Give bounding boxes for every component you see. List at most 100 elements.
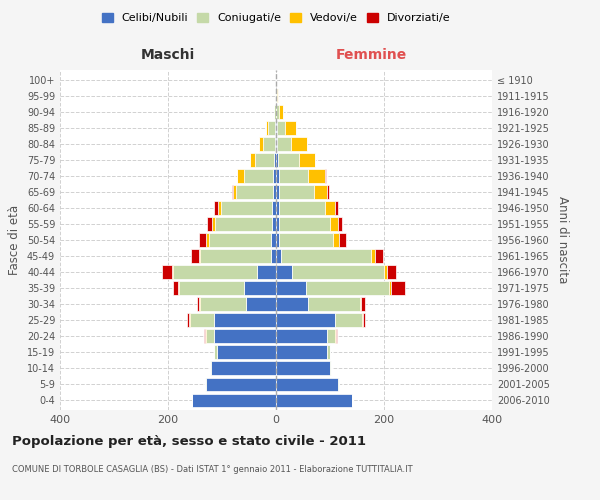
Bar: [232, 185, 233, 198]
Legend: Celibi/Nubili, Coniugati/e, Vedovi/e, Divorziati/e: Celibi/Nubili, Coniugati/e, Vedovi/e, Di…: [97, 8, 455, 28]
Bar: [328, 330, 335, 343]
Bar: [275, 137, 276, 150]
Bar: [250, 153, 256, 166]
Bar: [276, 314, 335, 327]
Bar: [190, 314, 214, 327]
Bar: [161, 266, 172, 279]
Bar: [338, 217, 343, 231]
Bar: [278, 153, 299, 166]
Bar: [278, 185, 314, 198]
Bar: [308, 298, 360, 311]
Bar: [205, 378, 206, 391]
Bar: [274, 105, 276, 118]
Bar: [363, 314, 365, 327]
Bar: [187, 314, 189, 327]
Bar: [314, 185, 328, 198]
Bar: [328, 185, 329, 198]
Bar: [328, 346, 330, 359]
Bar: [214, 201, 218, 214]
Bar: [173, 266, 257, 279]
Bar: [276, 346, 328, 359]
Bar: [276, 153, 278, 166]
Bar: [361, 298, 365, 311]
Bar: [391, 282, 404, 295]
Bar: [276, 185, 278, 198]
Bar: [384, 266, 387, 279]
Bar: [338, 378, 339, 391]
Bar: [197, 298, 199, 311]
Bar: [217, 346, 276, 359]
Bar: [199, 233, 206, 247]
Bar: [306, 282, 389, 295]
Bar: [389, 282, 391, 295]
Bar: [268, 121, 275, 134]
Bar: [276, 217, 278, 231]
Bar: [233, 185, 235, 198]
Bar: [276, 378, 338, 391]
Bar: [199, 249, 200, 263]
Bar: [299, 153, 316, 166]
Bar: [235, 185, 274, 198]
Bar: [237, 169, 244, 182]
Bar: [271, 233, 276, 247]
Bar: [277, 137, 290, 150]
Bar: [325, 201, 335, 214]
Bar: [290, 137, 307, 150]
Bar: [200, 249, 271, 263]
Bar: [274, 169, 276, 182]
Bar: [330, 217, 338, 231]
Bar: [179, 282, 244, 295]
Bar: [214, 314, 276, 327]
Bar: [272, 217, 276, 231]
Bar: [276, 394, 352, 407]
Text: Maschi: Maschi: [141, 48, 195, 62]
Bar: [278, 169, 308, 182]
Bar: [276, 282, 306, 295]
Bar: [200, 298, 247, 311]
Bar: [274, 185, 276, 198]
Bar: [204, 330, 205, 343]
Bar: [173, 282, 178, 295]
Bar: [277, 89, 278, 102]
Bar: [199, 298, 200, 311]
Bar: [276, 249, 281, 263]
Bar: [387, 266, 397, 279]
Bar: [221, 201, 272, 214]
Bar: [256, 153, 274, 166]
Bar: [207, 217, 212, 231]
Bar: [275, 121, 276, 134]
Bar: [292, 266, 384, 279]
Bar: [274, 153, 276, 166]
Bar: [259, 137, 263, 150]
Bar: [278, 201, 325, 214]
Bar: [211, 362, 276, 375]
Bar: [276, 362, 330, 375]
Bar: [277, 121, 285, 134]
Bar: [206, 330, 214, 343]
Bar: [276, 330, 328, 343]
Bar: [276, 121, 277, 134]
Text: COMUNE DI TORBOLE CASAGLIA (BS) - Dati ISTAT 1° gennaio 2011 - Elaborazione TUTT: COMUNE DI TORBOLE CASAGLIA (BS) - Dati I…: [12, 465, 413, 474]
Bar: [276, 137, 277, 150]
Bar: [332, 233, 339, 247]
Bar: [209, 233, 271, 247]
Bar: [206, 378, 276, 391]
Bar: [281, 249, 371, 263]
Bar: [278, 105, 283, 118]
Bar: [212, 217, 215, 231]
Bar: [257, 266, 276, 279]
Bar: [276, 266, 292, 279]
Bar: [218, 201, 221, 214]
Bar: [330, 362, 331, 375]
Bar: [276, 298, 308, 311]
Bar: [308, 169, 325, 182]
Bar: [178, 282, 179, 295]
Text: Femmine: Femmine: [335, 48, 407, 62]
Y-axis label: Fasce di età: Fasce di età: [8, 205, 21, 275]
Bar: [214, 330, 276, 343]
Bar: [244, 282, 276, 295]
Bar: [191, 249, 199, 263]
Y-axis label: Anni di nascita: Anni di nascita: [556, 196, 569, 284]
Bar: [360, 298, 361, 311]
Bar: [335, 201, 338, 214]
